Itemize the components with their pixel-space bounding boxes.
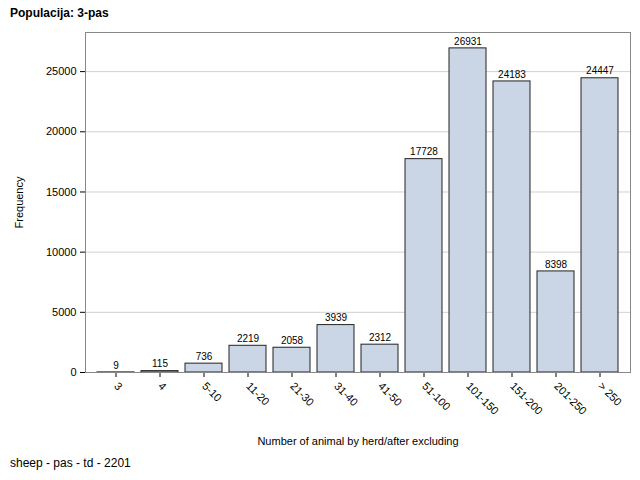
svg-text:3939: 3939 — [325, 312, 348, 323]
svg-text:25000: 25000 — [46, 65, 77, 77]
svg-text:8398: 8398 — [545, 259, 568, 270]
svg-text:201-250: 201-250 — [552, 380, 589, 417]
svg-text:10000: 10000 — [46, 246, 77, 258]
svg-text:11-20: 11-20 — [244, 380, 272, 408]
svg-text:> 250: > 250 — [596, 380, 624, 408]
svg-text:5-10: 5-10 — [200, 380, 224, 404]
svg-text:2219: 2219 — [237, 333, 260, 344]
svg-text:2312: 2312 — [369, 332, 392, 343]
svg-text:9: 9 — [113, 360, 119, 371]
svg-text:151-200: 151-200 — [508, 380, 545, 417]
svg-text:41-50: 41-50 — [376, 380, 404, 408]
svg-text:736: 736 — [196, 351, 213, 362]
svg-text:Number of animal by herd/after: Number of animal by herd/after excluding — [257, 435, 458, 447]
html-text:sheep - pas - td - 2201: sheep - pas - td - 2201 — [10, 456, 131, 470]
svg-text:4: 4 — [156, 380, 169, 393]
svg-text:0: 0 — [70, 366, 76, 378]
svg-text:24447: 24447 — [586, 65, 614, 76]
svg-text:115: 115 — [152, 358, 168, 369]
html-text:Populacija: 3-pas: Populacija: 3-pas — [10, 6, 109, 20]
svg-text:21-30: 21-30 — [288, 380, 316, 408]
svg-text:3: 3 — [112, 380, 125, 393]
svg-text:31-40: 31-40 — [332, 380, 360, 408]
svg-text:101-150: 101-150 — [464, 380, 501, 417]
svg-text:20000: 20000 — [46, 125, 77, 137]
svg-text:26931: 26931 — [454, 36, 482, 47]
svg-text:24183: 24183 — [498, 69, 526, 80]
svg-text:17728: 17728 — [410, 146, 438, 157]
svg-text:Frequency: Frequency — [13, 176, 25, 228]
svg-text:2058: 2058 — [281, 335, 304, 346]
svg-text:51-100: 51-100 — [420, 380, 453, 413]
svg-text:15000: 15000 — [46, 185, 77, 197]
svg-text:5000: 5000 — [52, 306, 76, 318]
